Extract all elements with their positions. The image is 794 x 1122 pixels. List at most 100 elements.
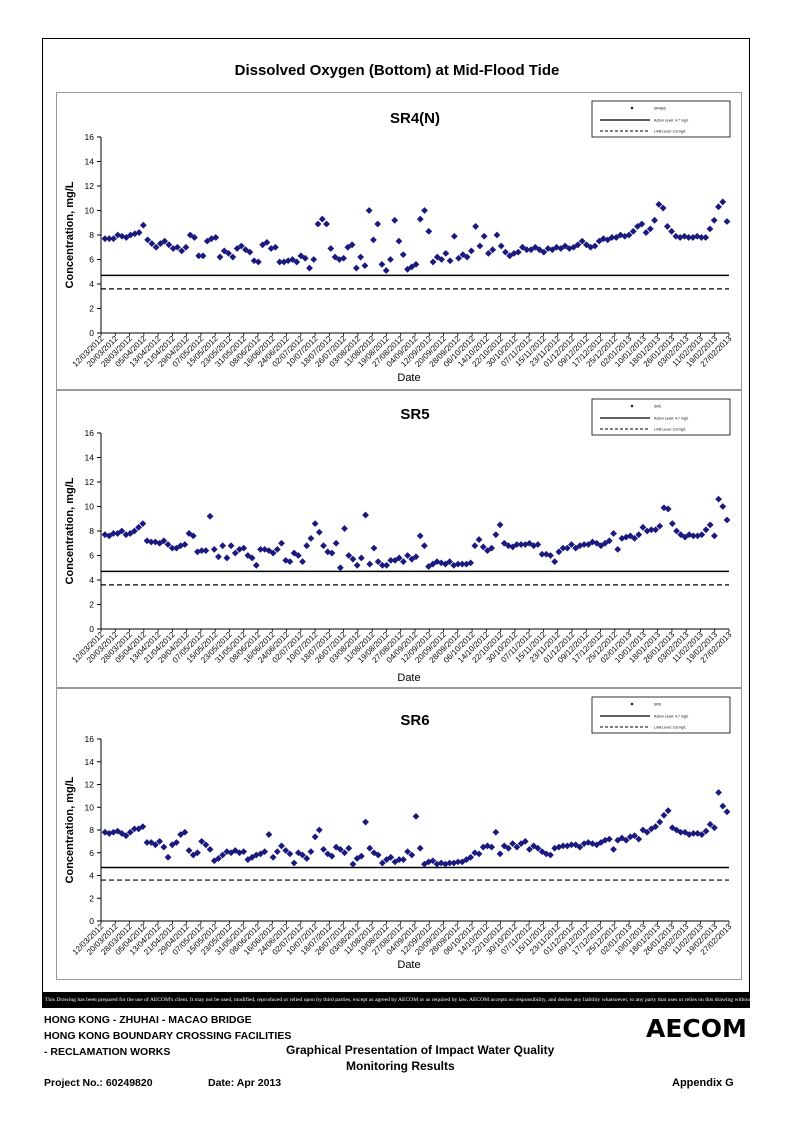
data-point [181,541,189,548]
data-point [139,520,147,528]
data-point [143,839,151,846]
data-point [318,215,326,223]
data-point [240,544,248,552]
data-point [178,247,186,255]
data-point [387,256,394,263]
drawing-title-line-1: Graphical Presentation of Impact Water Q… [286,1043,555,1057]
appendix-label: Appendix G [672,1077,734,1089]
data-point [472,223,480,230]
data-point [509,840,517,848]
data-point [328,549,336,557]
data-point [177,542,185,550]
aecom-logo: AECOM [646,1014,747,1043]
data-point [147,538,155,546]
data-point [168,841,176,849]
data-point [131,825,138,833]
data-point [357,253,365,261]
data-point [702,234,710,241]
data-point [673,826,680,834]
data-point [259,241,267,249]
chart-title: SR4(N) [390,110,440,127]
data-point [122,832,130,840]
y-axis-label: Concentration, mg/L [64,776,76,883]
legend-label-series: SR6 [654,703,661,707]
y-tick-label: 4 [89,279,94,289]
data-point [297,252,305,260]
data-point [563,544,571,552]
data-point [311,520,319,528]
data-point [345,552,353,559]
data-point [425,227,433,235]
data-point [236,849,243,857]
data-point [608,234,616,241]
y-tick-label: 12 [85,181,95,191]
data-point [404,552,411,559]
y-tick-label: 16 [85,734,95,744]
data-point [352,264,360,272]
data-point [391,216,399,224]
legend: SR4(N) Action Level: 4.7 mg/L Limit Level:… [591,100,731,138]
data-point [639,826,647,834]
data-point [240,848,248,856]
data-point [286,558,294,566]
data-point [328,852,336,860]
data-point [492,828,500,836]
data-point [219,542,227,550]
data-point [181,828,189,836]
data-point [576,843,584,851]
drawing-title-line-2: Monitoring Results [346,1059,455,1073]
data-point [299,558,306,566]
data-point [261,848,269,856]
data-point [488,544,496,552]
y-tick-label: 12 [85,780,95,790]
data-point [485,249,492,257]
data-point [199,252,207,260]
data-point [257,545,264,553]
data-point [489,246,497,254]
data-point [593,539,601,547]
data-point [526,539,533,547]
data-point [206,512,214,520]
data-point [706,521,714,529]
data-point [574,241,582,249]
data-point [227,542,235,550]
data-point [378,859,386,867]
project-line-3: - RECLAMATION WORKS [44,1046,171,1058]
data-point [610,845,617,853]
y-tick-label: 6 [89,551,94,561]
data-point [306,264,313,272]
chart-panel-sr5: SR5 0 2 4 6 8 10 12 14 16 Concentration, mg/L 12/03… [56,390,742,688]
data-point [395,237,403,245]
y-tick-label: 2 [89,893,94,903]
data-point [488,843,496,851]
x-axis-label: Date [397,672,420,684]
y-tick-label: 14 [85,453,95,463]
data-point [492,531,500,539]
data-point [416,532,424,540]
data-point [610,530,617,537]
data-point [361,262,369,270]
data-point [273,848,281,856]
data-point [580,541,588,548]
data-point [353,855,361,862]
data-point [273,545,281,553]
data-point [646,225,654,233]
data-point [408,851,416,859]
data-point [173,839,180,846]
data-point [225,249,232,257]
data-point [551,844,559,852]
data-point [370,849,378,857]
y-tick-label: 4 [89,871,94,881]
data-point [202,547,210,554]
data-point [131,230,139,238]
data-point [471,542,479,550]
data-point [208,235,215,243]
data-point [557,245,565,252]
data-point [174,243,181,251]
data-point [660,811,668,819]
data-point [126,828,134,836]
data-point [621,232,629,240]
data-point [614,545,622,553]
data-point [702,526,710,534]
